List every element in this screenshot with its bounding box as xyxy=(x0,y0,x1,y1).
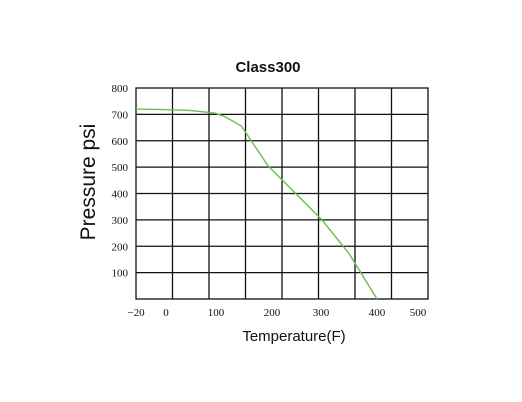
y-tick-label: 100 xyxy=(112,268,129,280)
x-tick-label: 400 xyxy=(369,307,386,319)
x-tick-label: −20 xyxy=(127,307,145,319)
series-group xyxy=(135,108,378,300)
y-axis-label: Pressure psi xyxy=(77,124,100,241)
x-tick-label: 0 xyxy=(163,307,169,319)
plot-grid xyxy=(135,87,429,300)
chart-title: Class300 xyxy=(235,59,300,76)
y-tick-label: 800 xyxy=(112,83,129,95)
y-tick-labels: 100 200 300 400 500 600 700 800 xyxy=(112,83,129,280)
y-tick-label: 300 xyxy=(112,215,129,227)
y-tick-label: 200 xyxy=(112,241,129,253)
y-tick-label: 600 xyxy=(112,136,129,148)
y-tick-label: 700 xyxy=(112,109,129,121)
x-tick-label: 500 xyxy=(410,307,427,319)
x-tick-label: 200 xyxy=(264,307,281,319)
x-tick-label: 100 xyxy=(208,307,225,319)
x-tick-label: 300 xyxy=(313,307,330,319)
x-axis-label: Temperature(F) xyxy=(242,328,345,345)
y-tick-label: 500 xyxy=(112,162,129,174)
x-tick-labels: −20 0 100 200 300 400 500 xyxy=(127,307,426,319)
pressure-line xyxy=(135,108,378,300)
y-tick-label: 400 xyxy=(112,189,129,201)
